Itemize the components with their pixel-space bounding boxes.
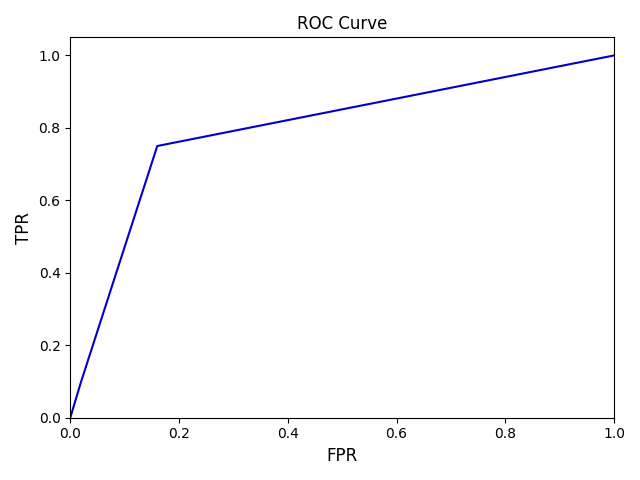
Y-axis label: TPR: TPR bbox=[15, 212, 33, 243]
Title: ROC Curve: ROC Curve bbox=[297, 15, 387, 33]
X-axis label: FPR: FPR bbox=[326, 447, 358, 465]
